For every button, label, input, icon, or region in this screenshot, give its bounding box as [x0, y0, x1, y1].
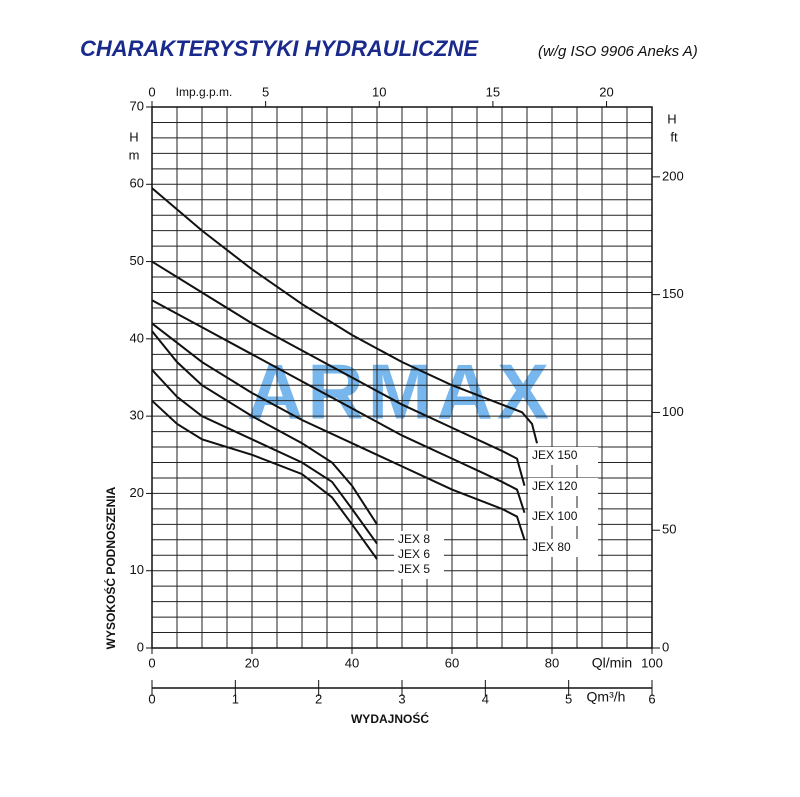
- plot-frame: [151, 106, 653, 649]
- y-unit: m: [129, 147, 140, 162]
- watermark: ARMAX: [247, 348, 553, 436]
- top-tick-label: 5: [262, 84, 269, 99]
- pump-curve: [151, 299, 526, 514]
- x-tick-label: 0: [148, 655, 155, 670]
- curve-label: JEX 5: [398, 562, 430, 576]
- x-unit: Ql/min: [592, 655, 632, 671]
- y2-tick-label: 0: [662, 639, 669, 654]
- bottom-axis2-tick-label: 3: [398, 691, 405, 706]
- curve-label: JEX 6: [398, 547, 430, 561]
- top-tick-label: 10: [372, 84, 386, 99]
- y2-label: H: [667, 111, 676, 126]
- curve-label: JEX 150: [532, 448, 578, 462]
- y2-tick-label: 150: [662, 286, 684, 301]
- x-axis-title: WYDAJNOŚĆ: [351, 711, 429, 726]
- curve-label-bg: [394, 561, 444, 579]
- curve-label: JEX 8: [398, 532, 430, 546]
- bottom-axis2-tick-label: 1: [232, 691, 239, 706]
- chart-subtitle: (w/g ISO 9906 Aneks A): [538, 43, 698, 60]
- y-label: H: [129, 129, 138, 144]
- pump-curve: [151, 260, 526, 486]
- y-tick-label: 70: [130, 98, 144, 113]
- y-tick-label: 40: [130, 330, 144, 345]
- bottom-axis2-tick-label: 2: [315, 691, 322, 706]
- y-tick-label: 10: [130, 562, 144, 577]
- pump-curve: [151, 330, 378, 525]
- y-tick-label: 60: [130, 176, 144, 191]
- curve-label-bg: [528, 508, 598, 526]
- chart-title: CHARAKTERYSTYKI HYDRAULICZNE: [80, 36, 479, 61]
- y-tick-label: 20: [130, 485, 144, 500]
- curve-label: JEX 120: [532, 479, 578, 493]
- top-tick-label: 20: [599, 84, 613, 99]
- y-axis-title: WYSOKOŚĆ PODNOSZENIA: [103, 486, 118, 649]
- curve-label-bg: [394, 531, 444, 549]
- curve-label: JEX 80: [532, 540, 571, 554]
- bottom-axis2-tick-label: 0: [148, 691, 155, 706]
- y2-tick-label: 200: [662, 168, 684, 183]
- y-tick-label: 0: [137, 639, 144, 654]
- top-axis-unit: Imp.g.p.m.: [176, 85, 233, 99]
- x-tick-label: 100: [641, 655, 663, 670]
- curve-label-bg: [528, 478, 598, 496]
- top-tick-label: 0: [148, 84, 155, 99]
- x-tick-label: 20: [245, 655, 259, 670]
- pump-curve: [151, 369, 378, 545]
- y-tick-label: 50: [130, 253, 144, 268]
- pump-curve: [151, 322, 526, 541]
- curve-label: JEX 100: [532, 509, 578, 523]
- bottom-axis2-tick-label: 6: [648, 691, 655, 706]
- bottom-axis2-tick-label: 4: [482, 691, 489, 706]
- x-tick-label: 80: [545, 655, 559, 670]
- y2-tick-label: 100: [662, 404, 684, 419]
- x-tick-label: 40: [345, 655, 359, 670]
- x-tick-label: 60: [445, 655, 459, 670]
- curve-label-bg: [528, 539, 598, 557]
- pump-curve: [151, 399, 378, 560]
- bottom-axis2-tick-label: 5: [565, 691, 572, 706]
- y2-tick-label: 50: [662, 522, 676, 537]
- top-tick-label: 15: [486, 84, 500, 99]
- curve-label-bg: [528, 447, 598, 465]
- bottom-axis2-unit: Qm³/h: [587, 689, 626, 705]
- y2-unit: ft: [670, 129, 678, 144]
- y-tick-label: 30: [130, 408, 144, 423]
- curve-label-bg: [394, 546, 444, 564]
- pump-curve: [151, 187, 538, 444]
